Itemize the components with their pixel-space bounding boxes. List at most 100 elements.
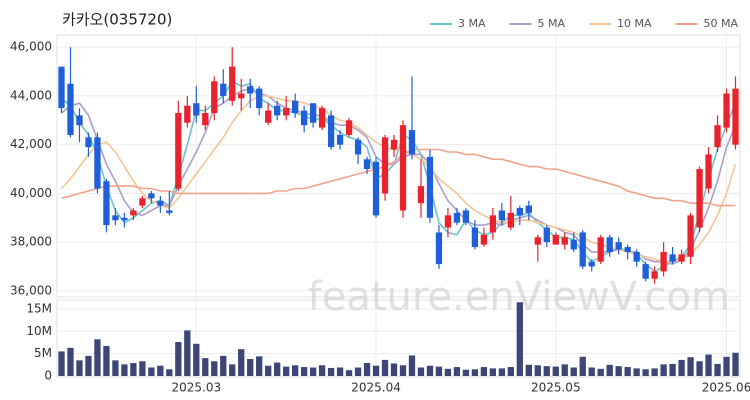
candle-body bbox=[274, 105, 281, 116]
volume-bar bbox=[238, 349, 245, 376]
volume-bar bbox=[534, 365, 541, 376]
candle-body bbox=[220, 83, 227, 96]
candle-body bbox=[283, 108, 290, 116]
y-tick-label: 40,000 bbox=[10, 186, 52, 200]
volume-bar bbox=[678, 359, 685, 376]
volume-bar bbox=[561, 364, 568, 376]
candle-body bbox=[417, 186, 425, 204]
volume-bar bbox=[498, 368, 505, 376]
volume-bar bbox=[336, 367, 344, 376]
candle-body bbox=[516, 208, 523, 216]
candle-body bbox=[193, 103, 200, 116]
candle-body bbox=[85, 137, 92, 148]
candle-body bbox=[615, 242, 622, 250]
candle-body bbox=[678, 254, 685, 262]
x-tick-label: 2025.04 bbox=[351, 381, 401, 395]
volume-bar bbox=[642, 369, 649, 376]
chart-title: 카카오(035720) bbox=[62, 11, 172, 29]
candle-body bbox=[381, 137, 389, 194]
volume-bar bbox=[471, 369, 479, 376]
volume-bar bbox=[354, 367, 362, 376]
volume-bar bbox=[552, 366, 559, 376]
candle-body bbox=[130, 210, 137, 216]
candle-body bbox=[498, 210, 505, 221]
volume-bar bbox=[309, 367, 317, 376]
volume-bar bbox=[417, 367, 425, 376]
volume-bar bbox=[112, 360, 119, 376]
candle-body bbox=[552, 234, 559, 245]
volume-bar bbox=[139, 361, 146, 376]
candle-body bbox=[184, 105, 191, 123]
candle-body bbox=[390, 139, 398, 150]
candle-body bbox=[534, 237, 541, 245]
volume-bar bbox=[696, 361, 703, 376]
volume-bar bbox=[426, 365, 434, 376]
candle-body bbox=[408, 130, 416, 155]
candle-body bbox=[651, 271, 658, 279]
candle-body bbox=[705, 154, 712, 189]
y-tick-label: 15M bbox=[26, 301, 52, 315]
candle-body bbox=[579, 232, 586, 267]
legend-label: 5 MA bbox=[538, 17, 566, 30]
volume-bar bbox=[633, 368, 640, 376]
volume-bar bbox=[570, 367, 577, 376]
y-tick-label: 44,000 bbox=[10, 88, 52, 102]
candle-body bbox=[732, 88, 739, 145]
volume-bar bbox=[525, 364, 532, 376]
candle-body bbox=[426, 156, 434, 218]
candle-body bbox=[669, 254, 676, 262]
candle-body bbox=[660, 251, 667, 272]
volume-bar bbox=[157, 365, 164, 376]
volume-bar bbox=[265, 365, 272, 376]
y-tick-label: 10M bbox=[26, 324, 52, 338]
volume-bar bbox=[543, 366, 550, 376]
y-tick-label: 36,000 bbox=[10, 283, 52, 297]
ma-line bbox=[60, 95, 737, 263]
candle-body bbox=[687, 215, 694, 257]
candle-body bbox=[372, 161, 380, 216]
volume-bar bbox=[76, 360, 83, 376]
candle-body bbox=[300, 110, 308, 126]
candle-body bbox=[327, 115, 335, 148]
candle-body bbox=[462, 210, 470, 223]
volume-bar bbox=[211, 361, 218, 376]
candle-body bbox=[444, 215, 452, 228]
volume-bar bbox=[58, 351, 65, 376]
volume-bar bbox=[166, 369, 173, 376]
volume-bar bbox=[103, 346, 110, 376]
volume-bar bbox=[327, 367, 335, 376]
candle-body bbox=[696, 169, 703, 228]
candle-body bbox=[633, 251, 640, 262]
candle-body bbox=[256, 88, 263, 109]
volume-bar bbox=[220, 355, 227, 376]
volume-bar bbox=[606, 364, 613, 376]
volume-bar bbox=[85, 355, 92, 376]
volume-bar bbox=[615, 366, 622, 376]
y-tick-label: 38,000 bbox=[10, 235, 52, 249]
candle-body bbox=[606, 237, 613, 252]
candle-body bbox=[202, 112, 209, 126]
legend-label: 3 MA bbox=[458, 17, 486, 30]
volume-bar bbox=[175, 342, 182, 376]
x-tick-label: 2025.03 bbox=[171, 381, 221, 395]
volume-bar bbox=[300, 367, 308, 376]
candle-body bbox=[471, 227, 479, 248]
volume-bar bbox=[732, 352, 739, 376]
volume-bar bbox=[669, 363, 676, 376]
legend-label: 10 MA bbox=[617, 17, 652, 30]
volume-bar bbox=[660, 364, 667, 376]
volume-bar bbox=[579, 356, 586, 376]
x-tick-label: 2025.05 bbox=[531, 381, 581, 395]
volume-bar bbox=[94, 339, 101, 376]
candle-body bbox=[166, 210, 173, 213]
volume-bar bbox=[462, 369, 470, 376]
volume-bar bbox=[121, 364, 128, 376]
candle-body bbox=[642, 264, 649, 279]
candle-body bbox=[103, 181, 110, 226]
volume-bar bbox=[193, 343, 200, 376]
volume-bar bbox=[597, 368, 604, 376]
volume-bar bbox=[363, 363, 371, 376]
candle-body bbox=[336, 134, 344, 145]
